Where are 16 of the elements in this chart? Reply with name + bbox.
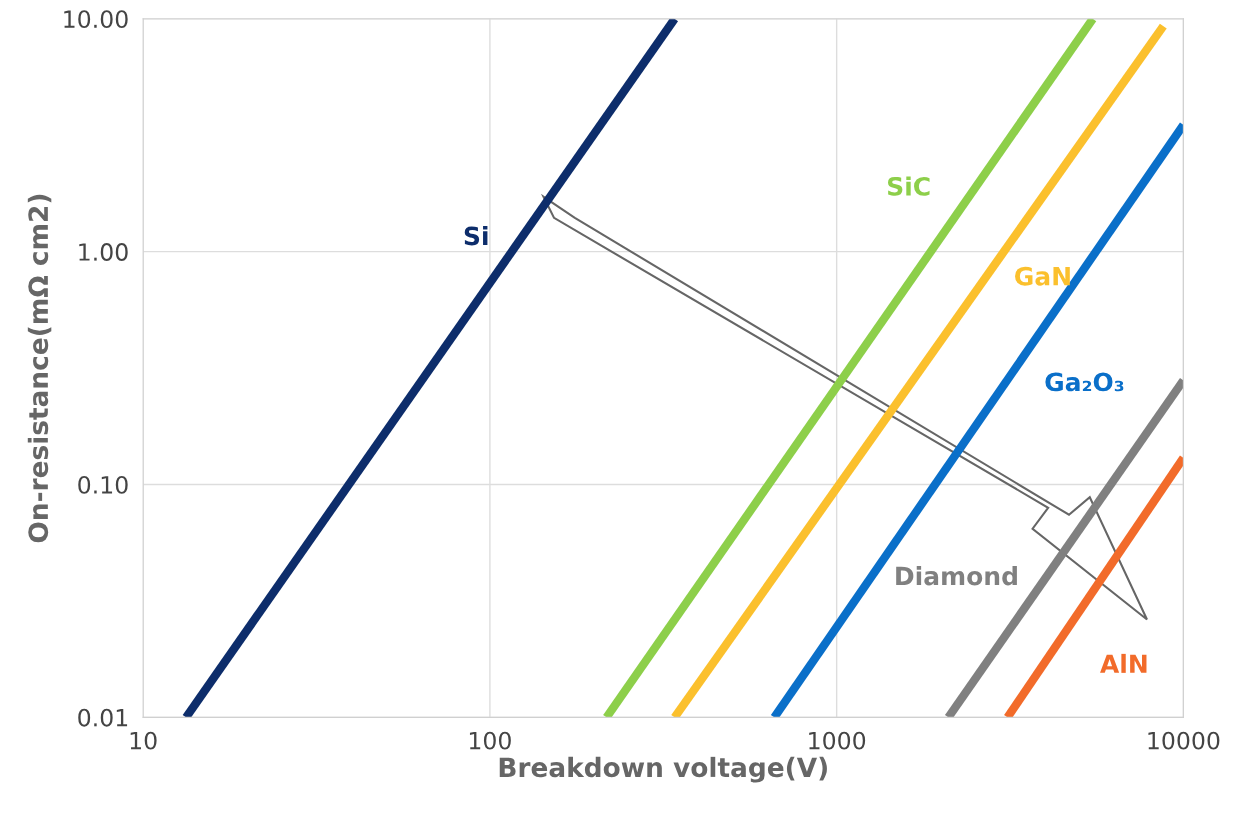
y-tick-label: 1.00 bbox=[79, 243, 128, 261]
x-tick-label: 1000 bbox=[809, 731, 866, 750]
x-tick-label: 100 bbox=[469, 731, 511, 750]
series-label: SiC bbox=[888, 176, 930, 196]
series-label: Diamond bbox=[896, 566, 1017, 586]
x-tick-label: 10 bbox=[130, 731, 157, 750]
x-tick-label: 10000 bbox=[1148, 731, 1220, 750]
series-label: Si bbox=[464, 226, 488, 246]
y-tick-label: 10.00 bbox=[64, 10, 128, 29]
y-axis-title: On-resistance(mΩ cm2) bbox=[27, 194, 52, 543]
y-tick-label: 0.01 bbox=[78, 708, 128, 727]
y-tick-label: 0.10 bbox=[78, 475, 128, 494]
series-label: Ga₂O₃ bbox=[1045, 372, 1124, 392]
x-axis-title: Breakdown voltage(V) bbox=[499, 756, 827, 783]
series-label: AlN bbox=[1100, 653, 1147, 673]
series-label: GaN bbox=[1015, 266, 1070, 286]
